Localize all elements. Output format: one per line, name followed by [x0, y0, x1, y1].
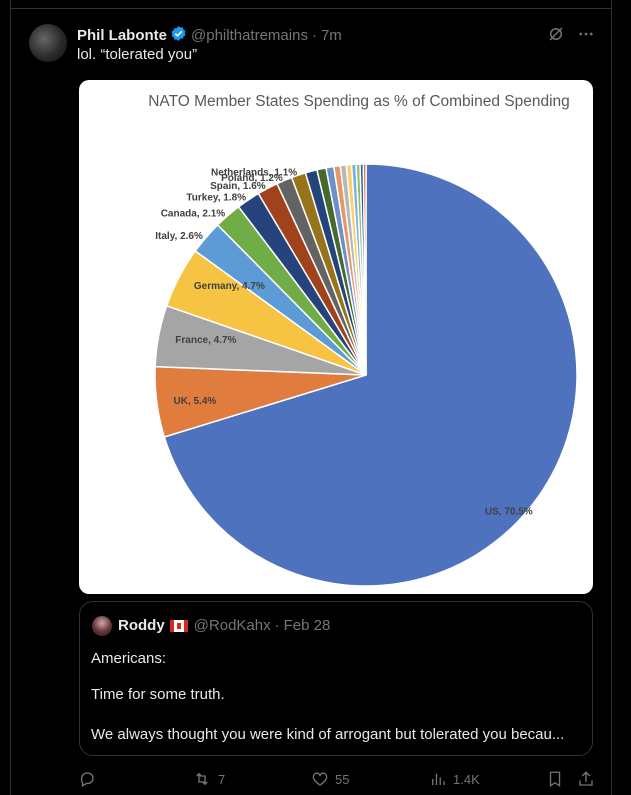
- canada-flag-icon: [169, 619, 188, 632]
- views-button[interactable]: 1.4K: [429, 770, 480, 788]
- repost-count: 7: [218, 771, 226, 787]
- like-button[interactable]: 55: [311, 770, 349, 788]
- share-icon: [579, 771, 593, 786]
- heart-icon: [312, 772, 328, 786]
- share-button[interactable]: [577, 770, 595, 788]
- timeline-top-border: [10, 8, 611, 9]
- verified-badge-icon: [170, 25, 187, 46]
- pie-label-8: Poland, 1.2%: [221, 173, 283, 184]
- quoted-author-avatar: [92, 616, 112, 636]
- quoted-author-name: Roddy: [118, 617, 165, 634]
- chart-title: NATO Member States Spending as % of Comb…: [148, 93, 570, 110]
- header-icons: [547, 25, 595, 48]
- pie-label-5: Canada, 2.1%: [161, 209, 226, 220]
- quoted-tweet[interactable]: Roddy @RodKahx · Feb 28 Americans: Time …: [79, 601, 593, 756]
- author-handle[interactable]: @philthatremains: [191, 27, 308, 44]
- quoted-tweet-header: Roddy @RodKahx · Feb 28: [118, 617, 330, 634]
- pie-label-6: Turkey, 1.8%: [186, 193, 246, 204]
- pie-label-4: Italy, 2.6%: [155, 231, 203, 242]
- pie-label-7: Spain, 1.6%: [210, 181, 266, 192]
- repost-icon: [196, 772, 208, 786]
- views-icon: [432, 773, 445, 785]
- quoted-author-handle: @RodKahx: [193, 617, 271, 634]
- tweet-time[interactable]: 7m: [320, 27, 342, 44]
- author-name[interactable]: Phil Labonte: [77, 27, 167, 44]
- quoted-date: Feb 28: [283, 617, 331, 634]
- tweet-text: lol. “tolerated you”: [77, 46, 198, 63]
- pie-slice-19: [362, 163, 367, 376]
- repost-button[interactable]: 7: [192, 770, 225, 788]
- timeline-left-border: [10, 0, 11, 795]
- more-options-icon[interactable]: [577, 25, 595, 48]
- pie-chart: NATO Member States Spending as % of Comb…: [148, 93, 578, 587]
- quoted-text-line-2: Time for some truth.: [91, 686, 225, 703]
- author-avatar[interactable]: [29, 24, 67, 62]
- pie-label-9: Netherlands, 1.1%: [211, 167, 297, 178]
- bookmark-button[interactable]: [546, 770, 564, 788]
- pie-label-2: France, 4.7%: [175, 335, 236, 346]
- pie-label-1: UK, 5.4%: [174, 396, 217, 407]
- bookmark-icon: [549, 771, 561, 788]
- quoted-separator: ·: [274, 617, 280, 634]
- header-separator: ·: [311, 27, 317, 44]
- reply-icon: [80, 772, 94, 787]
- pie-slice-0: [163, 163, 578, 587]
- tweet-header: Phil Labonte @philthatremains · 7m: [77, 25, 342, 46]
- timeline-right-border: [611, 0, 612, 795]
- pie-label-3: Germany, 4.7%: [194, 281, 265, 292]
- tweet-actions: 7 55 1.4K: [0, 770, 631, 794]
- like-count: 55: [335, 771, 350, 787]
- view-count: 1.4K: [453, 771, 480, 787]
- quoted-text-line-3: We always thought you were kind of arrog…: [91, 726, 565, 743]
- reply-button[interactable]: [78, 770, 96, 788]
- tweet-image-chart[interactable]: NATO Member States Spending as % of Comb…: [79, 80, 593, 594]
- pie-label-0: US, 70.5%: [485, 506, 533, 517]
- quoted-text-line-1: Americans:: [91, 650, 167, 667]
- grok-icon[interactable]: [547, 25, 565, 48]
